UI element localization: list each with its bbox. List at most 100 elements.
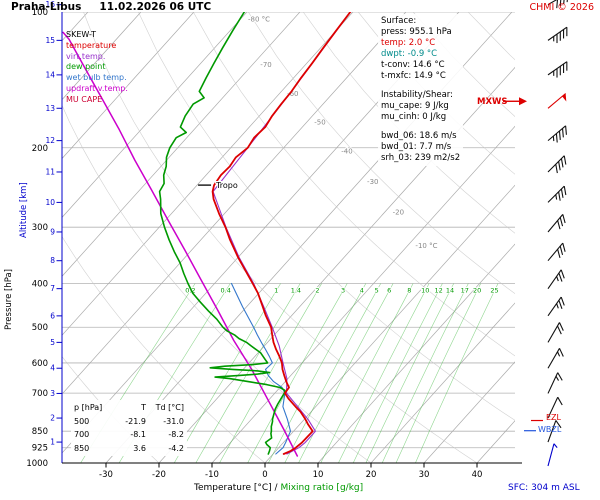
- srh03-value: srh_03: 239 m2/s2: [381, 153, 461, 163]
- svg-text:0: 0: [262, 470, 267, 480]
- table-cell: 500: [74, 416, 90, 426]
- copyright: CHMI © 2026: [529, 2, 595, 13]
- table-header-cell: Td [°C]: [155, 403, 184, 412]
- svg-text:5: 5: [50, 338, 55, 347]
- wbzl-label: WBZL: [538, 425, 562, 434]
- svg-text:7: 7: [50, 284, 55, 293]
- surface-section-title: Surface:: [381, 16, 417, 26]
- svg-text:3: 3: [341, 287, 345, 295]
- station-name: Praha-Libus: [11, 1, 82, 13]
- svg-text:0.2: 0.2: [185, 287, 195, 295]
- svg-text:-10 °C: -10 °C: [415, 242, 437, 250]
- svg-text:8: 8: [407, 287, 411, 295]
- table-header-cell: p [hPa]: [74, 403, 103, 412]
- svg-text:12: 12: [45, 136, 55, 145]
- table-cell: -31.0: [163, 416, 184, 426]
- mu-cinh-value: mu_cinh: 0 J/kg: [381, 112, 447, 122]
- surface-temp: temp: 2.0 °C: [381, 38, 436, 48]
- svg-text:-40: -40: [341, 148, 352, 156]
- svg-text:300: 300: [32, 223, 48, 233]
- svg-text:10: 10: [45, 198, 55, 207]
- legend-item-updraft-virt-temp: updraft v.temp.: [66, 83, 128, 93]
- x-axis-label: Temperature [°C] / Mixing ratio [g/kg]: [194, 483, 364, 493]
- table-cell: -8.2: [168, 430, 184, 439]
- shear-section-title: Instability/Shear:: [381, 90, 454, 100]
- table-cell: 3.6: [133, 443, 146, 453]
- svg-text:4: 4: [50, 364, 55, 373]
- svg-text:-60: -60: [287, 90, 298, 98]
- svg-text:400: 400: [32, 280, 48, 290]
- svg-text:30: 30: [419, 470, 430, 480]
- svg-text:-20: -20: [152, 470, 166, 480]
- svg-text:20: 20: [366, 470, 377, 480]
- svg-text:4: 4: [360, 287, 364, 295]
- legend-title: SKEW-T: [66, 30, 97, 39]
- legend-item-temperature: temperature: [66, 40, 117, 50]
- legend: SKEW-T temperature virt.temp. dew point …: [66, 30, 128, 106]
- levels-table: p [hPa] T Td [°C] 500 -21.9 -31.0 700 -8…: [71, 400, 187, 456]
- svg-text:3: 3: [50, 389, 55, 398]
- legend-item-dew-point: dew point: [66, 62, 106, 72]
- svg-text:-30: -30: [99, 470, 113, 480]
- svg-text:16: 16: [45, 0, 55, 9]
- svg-text:11: 11: [45, 167, 55, 176]
- svg-text:-10: -10: [205, 470, 219, 480]
- svg-text:0.4: 0.4: [221, 287, 231, 295]
- table-cell: -21.9: [125, 416, 146, 426]
- svg-text:9: 9: [50, 227, 55, 236]
- svg-text:25: 25: [490, 287, 498, 295]
- svg-text:2: 2: [50, 414, 55, 423]
- surface-tconv: t-conv: 14.6 °C: [381, 60, 445, 70]
- svg-text:2: 2: [315, 287, 319, 295]
- pressure-axis-label: Pressure [hPa]: [4, 269, 14, 330]
- sfc-elevation-label: SFC: 304 m ASL: [508, 483, 580, 493]
- legend-item-virt-temp: virt.temp.: [66, 51, 106, 61]
- svg-text:20: 20: [473, 287, 481, 295]
- svg-text:10: 10: [313, 470, 324, 480]
- svg-text:6: 6: [50, 311, 55, 320]
- svg-text:Tropo: Tropo: [215, 181, 238, 190]
- mxws-label: MXWS: [477, 97, 508, 107]
- svg-text:40: 40: [472, 470, 483, 480]
- svg-text:5: 5: [375, 287, 379, 295]
- svg-text:1.4: 1.4: [291, 287, 301, 295]
- svg-text:600: 600: [32, 359, 48, 369]
- surface-press: press: 955.1 hPa: [381, 27, 452, 37]
- svg-text:-80 °C: -80 °C: [248, 16, 270, 24]
- mixing-ratio-axis-label: Mixing ratio [g/kg]: [280, 483, 364, 493]
- svg-text:14: 14: [446, 287, 454, 295]
- svg-text:100: 100: [32, 8, 48, 18]
- bwd01-value: bwd_01: 7.7 m/s: [381, 142, 452, 152]
- table-cell: -4.2: [168, 443, 184, 453]
- surface-dwpt: dwpt: -0.9 °C: [381, 49, 438, 59]
- info-panel: Surface: press: 955.1 hPa temp: 2.0 °C d…: [378, 14, 464, 166]
- svg-text:925: 925: [32, 444, 48, 454]
- table-header-cell: T: [141, 403, 146, 412]
- svg-text:12: 12: [434, 287, 442, 295]
- svg-text:850: 850: [32, 427, 48, 437]
- table-cell: 850: [74, 443, 90, 453]
- ezl-label: EZL: [546, 413, 561, 422]
- svg-text:200: 200: [32, 144, 48, 154]
- svg-text:13: 13: [45, 104, 55, 113]
- table-cell: 700: [74, 430, 90, 439]
- table-cell: -8.1: [130, 430, 146, 439]
- svg-text:1: 1: [274, 287, 278, 295]
- svg-text:-30: -30: [367, 178, 378, 186]
- legend-item-mu-cape: MU CAPE: [66, 94, 103, 104]
- bwd06-value: bwd_06: 18.6 m/s: [381, 131, 457, 141]
- svg-text:1000: 1000: [26, 459, 48, 469]
- svg-text:15: 15: [45, 36, 55, 45]
- temperature-axis-label: Temperature [°C]: [194, 483, 272, 493]
- svg-text:14: 14: [45, 70, 55, 79]
- svg-text:1: 1: [50, 438, 55, 447]
- page-title: Praha-Libus 11.02.2026 06 UTC: [11, 1, 229, 13]
- legend-item-wet-bulb: wet bulb temp.: [66, 73, 127, 83]
- svg-text:-70: -70: [260, 61, 271, 69]
- svg-text:500: 500: [32, 323, 48, 333]
- surface-tmxfc: t-mxfc: 14.9 °C: [381, 71, 446, 81]
- svg-text:17: 17: [461, 287, 469, 295]
- sounding-datetime: 11.02.2026 06 UTC: [99, 1, 212, 13]
